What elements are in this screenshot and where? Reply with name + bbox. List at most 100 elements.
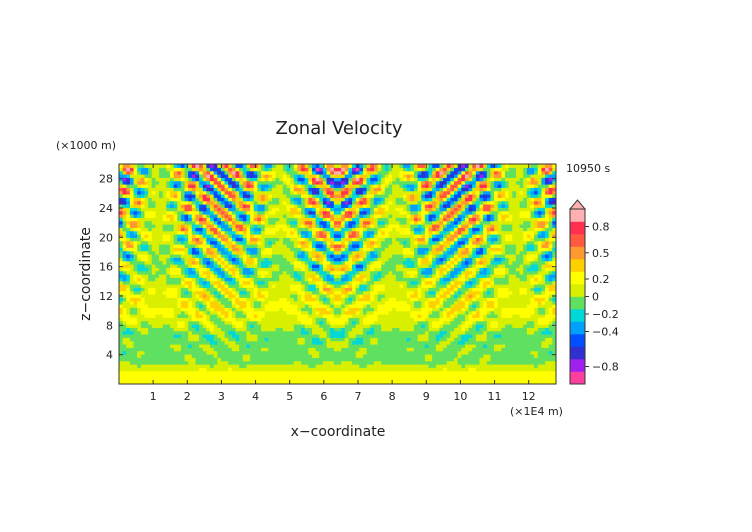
field-cell [159,380,164,384]
field-cell [381,364,386,368]
field-cell [286,347,291,352]
field-cell [133,277,138,282]
field-cell [344,274,350,278]
field-cell [257,224,262,228]
field-cell [286,294,291,298]
field-cell [188,237,193,242]
field-cell [206,344,211,348]
field-cell [330,310,335,315]
field-cell [392,337,397,342]
field-cell [173,330,178,335]
field-cell [333,234,339,238]
field-cell [257,244,262,248]
field-cell [315,337,320,342]
field-cell [315,290,320,295]
field-cell [188,180,193,185]
field-cell [169,194,175,198]
field-cell [122,360,127,365]
field-cell [213,330,218,335]
field-cell [184,340,189,345]
field-cell [129,250,135,255]
field-cell [140,317,146,322]
field-cell [159,184,164,188]
field-cell [195,377,200,382]
field-cell [301,297,306,302]
field-cell [381,184,386,188]
field-cell [217,224,222,228]
field-cell [264,244,269,248]
field-cell [126,340,131,345]
field-cell [392,284,397,288]
field-cell [257,250,262,255]
field-cell [133,204,138,208]
field-cell [290,327,295,332]
field-cell [370,237,375,242]
field-cell [330,274,335,278]
field-cell [392,270,397,275]
field-cell [173,204,178,208]
field-cell [155,177,160,182]
field-cell [337,207,342,212]
field-cell [330,354,335,358]
field-cell [202,200,207,205]
field-cell [184,207,189,212]
field-cell [159,164,164,168]
field-cell [148,344,153,348]
field-cell [180,210,186,215]
field-cell [155,197,160,202]
field-cell [271,197,277,202]
field-cell [220,230,226,235]
field-cell [253,360,258,365]
field-cell [392,297,397,302]
field-cell [169,247,175,252]
field-cell [344,340,350,345]
field-cell [126,180,131,185]
field-cell [290,290,295,295]
field-cell [210,350,215,355]
field-cell [384,370,390,375]
field-cell [319,260,324,265]
field-cell [246,324,251,328]
field-cell [191,214,197,218]
field-cell [333,324,339,328]
field-cell [159,280,164,285]
field-cell [184,364,189,368]
field-cell [129,334,135,338]
field-cell [330,257,335,262]
field-cell [151,214,157,218]
field-cell [250,224,255,228]
field-cell [341,284,346,288]
field-cell [159,174,164,178]
field-cell [126,184,131,188]
field-cell [239,167,244,172]
field-cell [261,190,266,195]
field-cell [275,164,280,168]
field-cell [224,184,229,188]
field-cell [151,380,157,384]
field-cell [246,347,251,352]
field-cell [122,320,127,325]
field-cell [384,324,390,328]
field-cell [213,210,218,215]
field-cell [169,330,175,335]
field-cell [210,297,215,302]
field-cell [162,307,167,312]
field-cell [261,367,266,372]
field-cell [362,380,368,384]
field-cell [188,377,193,382]
field-cell [144,224,149,228]
field-cell [206,177,211,182]
field-cell [253,334,258,338]
field-cell [202,324,207,328]
field-cell [253,260,258,265]
field-cell [217,174,222,178]
field-cell [301,277,306,282]
field-cell [290,210,295,215]
field-cell [140,204,146,208]
field-cell [264,357,269,362]
field-cell [355,320,360,325]
field-cell [322,314,328,318]
field-cell [333,317,339,322]
field-cell [290,347,295,352]
field-cell [322,230,328,235]
